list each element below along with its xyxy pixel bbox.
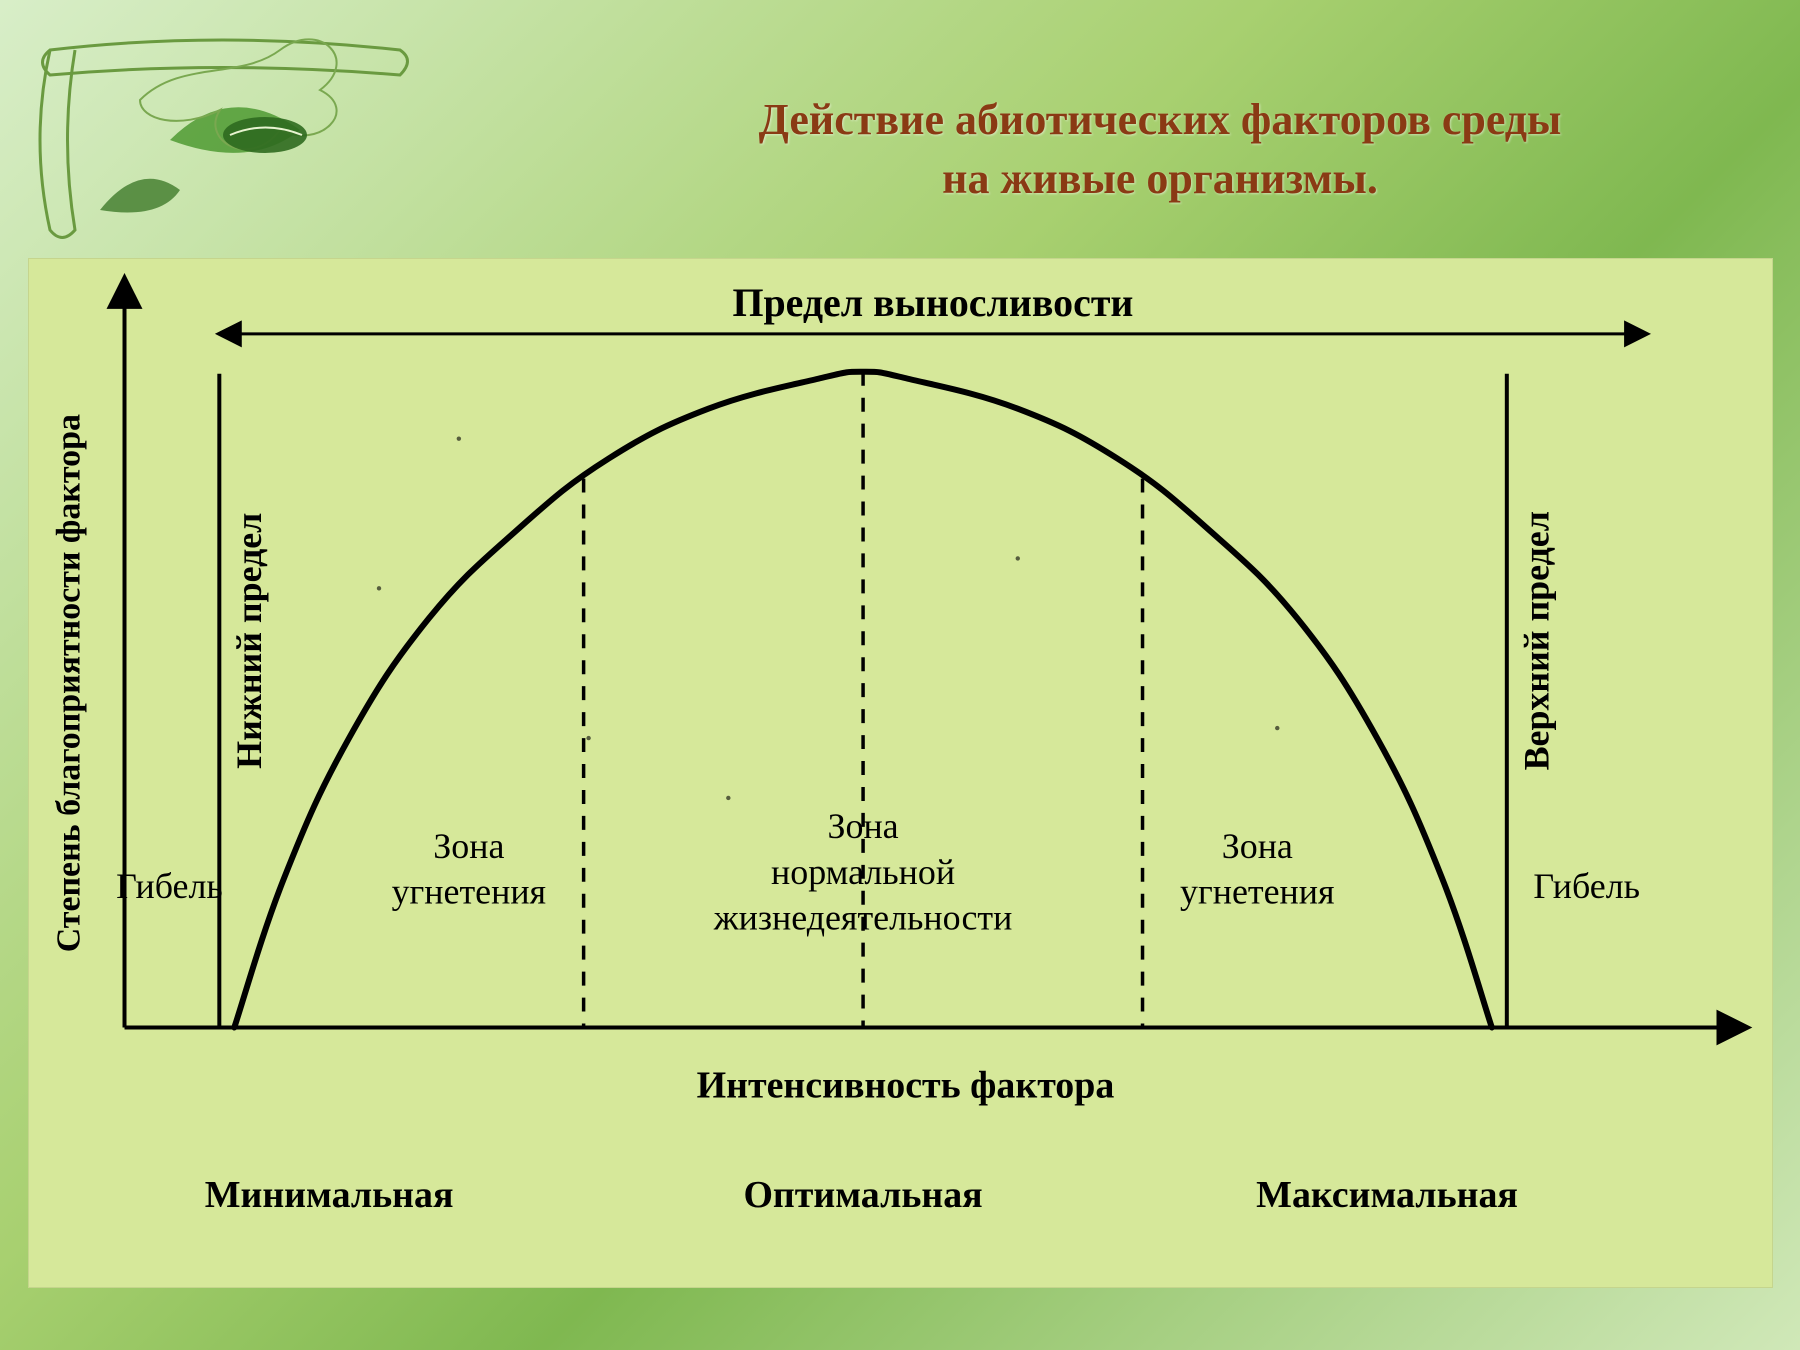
svg-text:Минимальная: Минимальная bbox=[205, 1174, 454, 1216]
chart-svg: Степень благоприятности фактора Предел вы… bbox=[29, 259, 1772, 1287]
svg-text:жизнедеятельности: жизнедеятельности bbox=[713, 898, 1013, 938]
svg-text:Гибель: Гибель bbox=[1533, 866, 1640, 906]
svg-text:Максимальная: Максимальная bbox=[1256, 1174, 1518, 1216]
svg-text:Нижний предел: Нижний предел bbox=[229, 513, 269, 769]
svg-text:угнетения: угнетения bbox=[392, 872, 546, 912]
svg-text:Зона: Зона bbox=[433, 826, 504, 866]
svg-text:Зона: Зона bbox=[828, 806, 899, 846]
svg-text:Гибель: Гибель bbox=[116, 866, 223, 906]
title-line1: Действие абиотических факторов среды bbox=[560, 90, 1760, 149]
svg-text:Предел выносливости: Предел выносливости bbox=[732, 280, 1133, 325]
svg-text:Оптимальная: Оптимальная bbox=[743, 1174, 982, 1216]
page-title: Действие абиотических факторов среды на … bbox=[560, 90, 1760, 209]
svg-text:Степень благоприятности факт: Степень благоприятности фактора bbox=[51, 414, 88, 952]
title-line2: на живые организмы. bbox=[560, 149, 1760, 208]
svg-text:Интенсивность фактора: Интенсивность фактора bbox=[697, 1064, 1115, 1106]
svg-text:угнетения: угнетения bbox=[1180, 872, 1334, 912]
svg-text:нормальной: нормальной bbox=[771, 852, 955, 892]
tolerance-chart: Степень благоприятности фактора Предел вы… bbox=[28, 258, 1773, 1288]
svg-text:Зона: Зона bbox=[1222, 826, 1293, 866]
svg-text:Верхний предел: Верхний предел bbox=[1517, 511, 1557, 770]
decorative-corner bbox=[20, 20, 440, 260]
